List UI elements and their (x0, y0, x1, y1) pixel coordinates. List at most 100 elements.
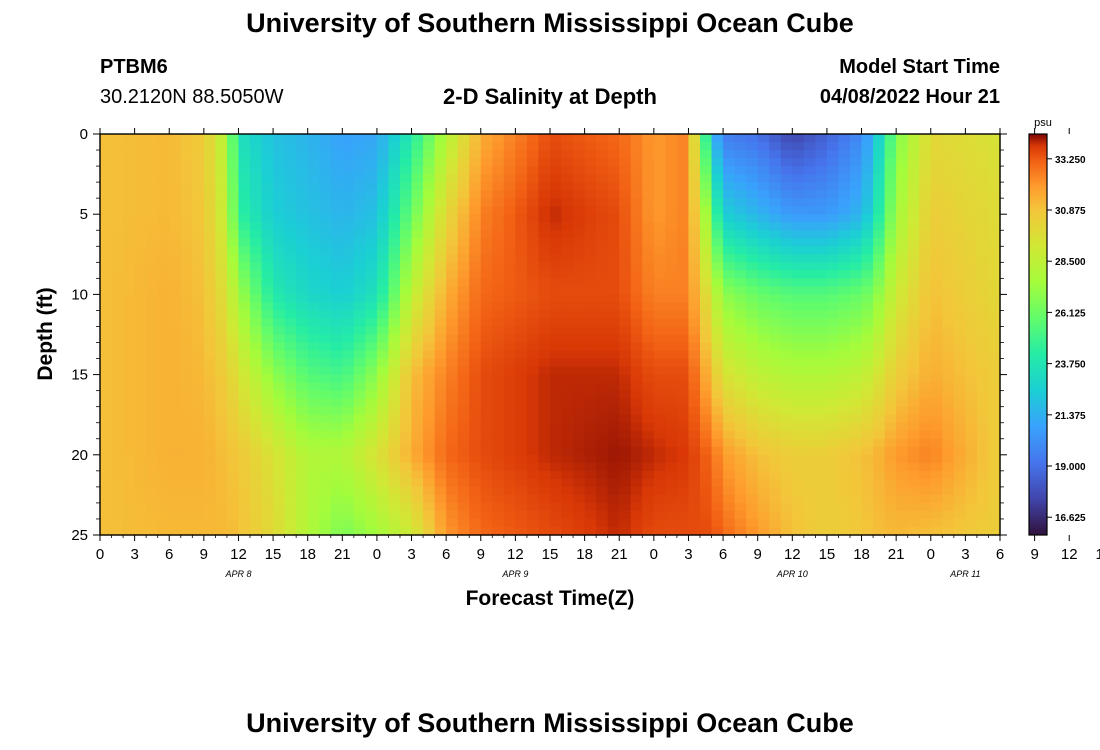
heatmap-cell (988, 502, 1001, 512)
heatmap-cell (123, 302, 136, 312)
heatmap-cell (284, 382, 297, 392)
heatmap-cell (573, 294, 586, 304)
heatmap-cell (180, 494, 193, 504)
heatmap-cell (434, 374, 447, 384)
heatmap-cell (261, 390, 274, 400)
heatmap-cell (388, 342, 401, 352)
heatmap-cell (734, 262, 747, 271)
heatmap-cell (376, 270, 390, 279)
heatmap-cell (411, 374, 424, 384)
heatmap-cell (930, 198, 943, 207)
heatmap-cell (573, 462, 586, 472)
heatmap-cell (850, 254, 863, 263)
heatmap-cell (192, 518, 205, 528)
heatmap-cell (965, 446, 978, 456)
x-tick-label: 15 (542, 546, 559, 563)
heatmap-cell (861, 350, 874, 360)
heatmap-cell (942, 454, 955, 464)
heatmap-cell (100, 294, 113, 304)
heatmap-cell (573, 222, 586, 231)
heatmap-cell (111, 350, 124, 360)
heatmap-cell (953, 470, 966, 480)
heatmap-cell (492, 342, 505, 352)
heatmap-cell (215, 478, 228, 488)
heatmap-cell (850, 318, 863, 328)
heatmap-cell (653, 142, 666, 151)
heatmap-cell (561, 206, 574, 215)
heatmap-cell (769, 198, 782, 207)
heatmap-cell (538, 334, 551, 344)
heatmap-cell (734, 310, 747, 320)
heatmap-cell (134, 374, 147, 384)
heatmap-cell (215, 134, 228, 143)
heatmap-cell (988, 446, 1001, 456)
heatmap-cell (226, 358, 240, 368)
heatmap-cell (596, 366, 609, 376)
heatmap-cell (226, 166, 240, 175)
heatmap-cell (192, 166, 205, 175)
heatmap-cell (665, 198, 678, 207)
heatmap-cell (607, 222, 620, 231)
heatmap-cell (400, 526, 413, 536)
heatmap-cell (953, 270, 966, 279)
heatmap-cell (584, 254, 597, 263)
heatmap-cell (746, 406, 759, 416)
heatmap-cell (215, 198, 228, 207)
heatmap-cell (942, 230, 955, 239)
heatmap-cell (388, 158, 401, 167)
heatmap-cell (388, 174, 401, 183)
heatmap-cell (169, 430, 182, 440)
heatmap-cell (907, 470, 920, 480)
heatmap-cell (723, 278, 736, 287)
heatmap-cell (515, 150, 528, 159)
heatmap-cell (803, 326, 816, 336)
heatmap-cell (134, 518, 147, 528)
heatmap-cell (123, 502, 136, 512)
heatmap-cell (723, 230, 736, 239)
heatmap-cell (942, 518, 955, 528)
heatmap-cell (250, 302, 263, 312)
heatmap-cell (896, 150, 909, 159)
heatmap-cell (803, 454, 816, 464)
heatmap-cell (734, 486, 747, 496)
heatmap-cell (238, 278, 251, 287)
heatmap-cell (446, 422, 459, 432)
heatmap-cell (850, 230, 863, 239)
heatmap-cell (930, 150, 943, 159)
heatmap-cell (700, 318, 713, 328)
heatmap-cell (919, 174, 932, 183)
heatmap-cell (457, 310, 470, 320)
heatmap-cell (676, 398, 690, 408)
heatmap-cell (284, 134, 297, 143)
heatmap-cell (561, 302, 574, 312)
heatmap-cell (342, 166, 355, 175)
heatmap-cell (353, 518, 366, 528)
heatmap-cell (192, 262, 205, 271)
heatmap-cell (815, 510, 828, 520)
heatmap-cell (492, 470, 505, 480)
heatmap-cell (711, 206, 724, 215)
heatmap-cell (607, 374, 620, 384)
heatmap-cell (503, 478, 516, 488)
heatmap-cell (215, 422, 228, 432)
heatmap-cell (596, 310, 609, 320)
heatmap-cell (550, 166, 563, 175)
heatmap-cell (584, 190, 597, 199)
heatmap-cell (111, 254, 124, 263)
heatmap-cell (607, 134, 620, 143)
heatmap-cell (688, 414, 701, 424)
heatmap-cell (515, 254, 528, 263)
heatmap-cell (123, 166, 136, 175)
heatmap-cell (423, 254, 436, 263)
heatmap-cell (434, 174, 447, 183)
heatmap-cell (930, 374, 943, 384)
heatmap-cell (700, 222, 713, 231)
heatmap-cell (492, 390, 505, 400)
heatmap-cell (469, 238, 482, 247)
heatmap-cell (953, 190, 966, 199)
heatmap-cell (157, 494, 170, 504)
heatmap-cell (169, 206, 182, 215)
heatmap-cell (896, 350, 909, 360)
heatmap-cell (873, 294, 886, 304)
heatmap-cell (157, 366, 170, 376)
